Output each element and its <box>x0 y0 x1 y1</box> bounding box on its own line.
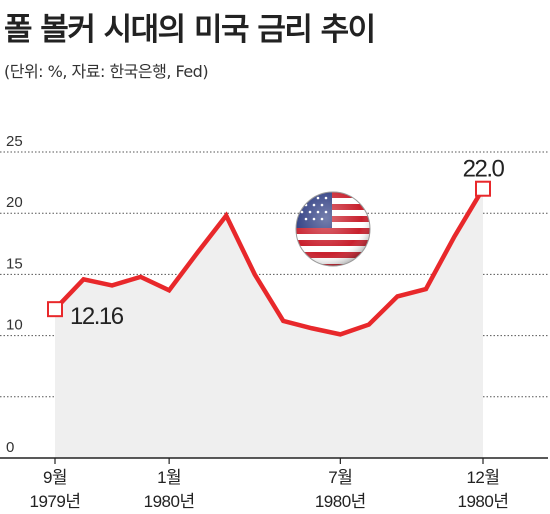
y-tick-label: 15 <box>6 255 23 272</box>
y-tick-label: 20 <box>6 194 23 211</box>
chart-title: 폴 볼커 시대의 미국 금리 추이 <box>4 12 376 48</box>
x-tick-label: 1980년 <box>315 492 366 511</box>
y-tick-label: 0 <box>6 439 14 456</box>
us-flag-icon <box>296 192 370 266</box>
series-line <box>53 187 485 337</box>
x-tick-label: 7월 <box>328 468 352 487</box>
x-tick-label: 9월 <box>43 468 67 487</box>
data-label: 12.16 <box>70 303 124 330</box>
x-tick-label: 12월 <box>466 468 499 487</box>
x-tick-label: 1980년 <box>458 492 509 511</box>
y-tick-label: 10 <box>6 317 23 334</box>
y-tick-label: 25 <box>6 133 23 150</box>
area-fill <box>55 188 483 458</box>
data-point-marker <box>475 180 491 197</box>
data-point-marker <box>47 301 63 318</box>
data-label: 22.0 <box>463 156 505 183</box>
x-tick-label: 1979년 <box>30 492 81 511</box>
x-tick-label: 1980년 <box>144 492 195 511</box>
chart-subtitle: (단위: %, 자료: 한국은행, Fed) <box>4 62 209 81</box>
x-tick-label: 1월 <box>157 468 181 487</box>
